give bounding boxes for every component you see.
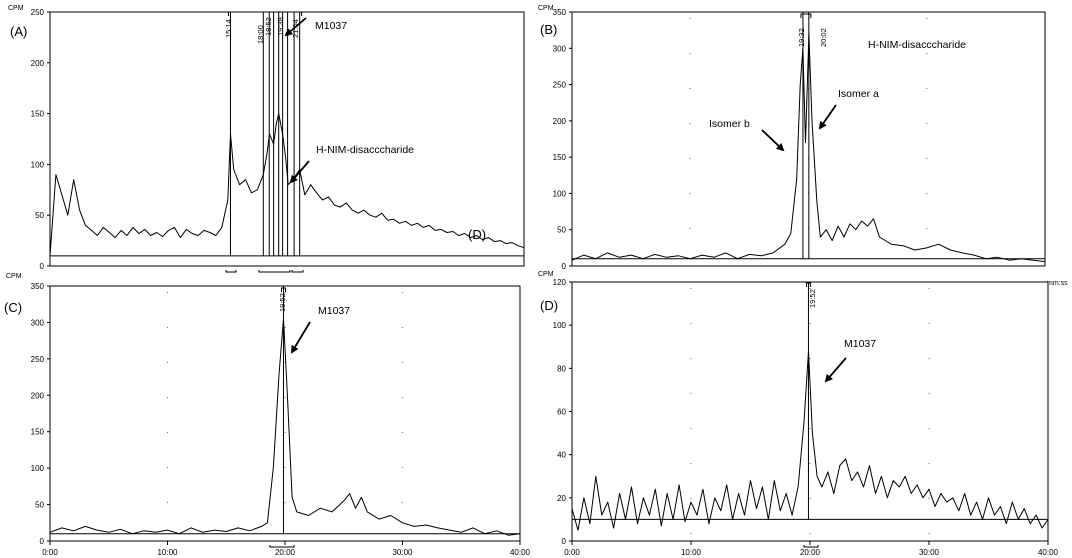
annotation-label: M1037 [844, 338, 876, 350]
peak-label: 21:04 [291, 19, 300, 38]
overlay-text: (D) [468, 227, 486, 242]
peak-label: 18:00 [256, 25, 265, 44]
series-line [571, 350, 1049, 531]
peak-label: 15:14 [224, 19, 233, 38]
chart-panel-a: 0 50 100 150 200 250 15:14 18:00 18:52 19:38 21:04… [8, 5, 525, 273]
y-axis-label: CPM [538, 271, 554, 278]
arrow-icon [290, 321, 311, 354]
annotation-label: M1037 [315, 20, 347, 32]
panel-label: (C) [4, 300, 22, 315]
x-tick-label: 10:00 [681, 548, 702, 557]
y-tick-label: 350 [31, 282, 45, 291]
peak-label: 18:52 [264, 17, 273, 36]
y-tick-label: 100 [553, 189, 567, 198]
chart-panel-b: 0 50 100 150 200 250 300 350 19:32 20:02 H-NIM-dis… [538, 5, 1068, 287]
series-line [49, 318, 521, 536]
y-tick-label: 50 [35, 501, 44, 510]
panel-label: (B) [540, 22, 557, 37]
annotation-label: M1037 [318, 305, 350, 317]
y-axis-label: CPM [6, 273, 22, 280]
x-tick-label: 30:00 [392, 548, 413, 557]
x-tick-label: 40:00 [510, 548, 531, 557]
y-tick-label: 350 [553, 8, 567, 17]
annotation-label: Isomer b [709, 118, 750, 130]
peak-bracket [280, 287, 286, 292]
annotation-label: H-NIM-disacccharide [316, 144, 414, 156]
series-line [49, 113, 525, 256]
chart-panel-c: 0 50 100 150 200 250 300 350 0:00 10:00 20:00 30:00… [4, 273, 531, 557]
y-tick-label: 300 [31, 318, 45, 327]
arrow-icon [289, 160, 310, 184]
y-tick-label: 150 [31, 110, 45, 119]
x-tick-label: 20:00 [800, 548, 821, 557]
panel-label: (D) [540, 298, 558, 313]
peak-bracket [800, 13, 812, 18]
x-tick-label: 30:00 [919, 548, 940, 557]
y-tick-label: 50 [35, 211, 44, 220]
peak-range-mark [225, 270, 237, 273]
arrow-icon [824, 357, 847, 383]
y-tick-label: 0 [40, 262, 45, 271]
peak-range-mark [258, 270, 291, 273]
y-tick-label: 60 [557, 408, 566, 417]
y-tick-label: 100 [31, 464, 45, 473]
arrow-icon [761, 129, 785, 152]
peak-label: 20:02 [819, 28, 828, 47]
y-tick-label: 0 [562, 537, 567, 546]
y-tick-label: 250 [553, 81, 567, 90]
y-tick-label: 100 [31, 160, 45, 169]
y-tick-label: 300 [553, 44, 567, 53]
x-tick-label: 20:00 [275, 548, 296, 557]
y-tick-label: 150 [31, 428, 45, 437]
x-tick-label: 0:00 [42, 548, 58, 557]
y-tick-label: 150 [553, 153, 567, 162]
y-tick-label: 120 [553, 278, 567, 287]
y-tick-label: 250 [31, 8, 45, 17]
x-tick-label: 0:00 [564, 548, 580, 557]
y-tick-label: 250 [31, 355, 45, 364]
plot-frame [49, 11, 525, 267]
peak-range-mark [269, 545, 295, 548]
y-tick-label: 20 [557, 494, 566, 503]
y-tick-label: 80 [557, 364, 566, 373]
peak-range-mark [803, 545, 819, 548]
series-line [571, 33, 1046, 263]
y-tick-label: 200 [553, 117, 567, 126]
y-tick-label: 50 [557, 226, 566, 235]
x-axis-unit: mm:ss [1047, 280, 1068, 287]
peak-label: 19:52 [278, 293, 287, 312]
peak-bracket [805, 282, 811, 287]
y-tick-label: 0 [562, 262, 567, 271]
peak-range-mark [291, 270, 304, 273]
arrow-icon [818, 104, 837, 130]
peak-label: 19:32 [797, 28, 806, 47]
y-tick-label: 200 [31, 391, 45, 400]
y-tick-label: 200 [31, 59, 45, 68]
annotation-label: Isomer a [838, 88, 879, 100]
peak-label: 19:52 [808, 289, 817, 308]
x-tick-label: 10:00 [157, 548, 178, 557]
y-tick-label: 40 [557, 451, 566, 460]
panel-label: (A) [10, 24, 27, 39]
peak-label: 19:38 [276, 17, 285, 36]
y-tick-label: 0 [40, 537, 45, 546]
arrow-icon [284, 17, 307, 37]
peak-bracket [227, 11, 303, 16]
y-axis-label: CPM [538, 5, 554, 12]
y-tick-label: 100 [553, 321, 567, 330]
annotation-label: H-NIM-disacccharide [868, 39, 966, 51]
y-axis-label: CPM [8, 5, 24, 12]
chart-panel-d: 0 20 40 60 80 100 120 0:00 10:00 20:00 30:00 40:00 1… [538, 271, 1059, 557]
x-tick-label: 40:00 [1038, 548, 1059, 557]
